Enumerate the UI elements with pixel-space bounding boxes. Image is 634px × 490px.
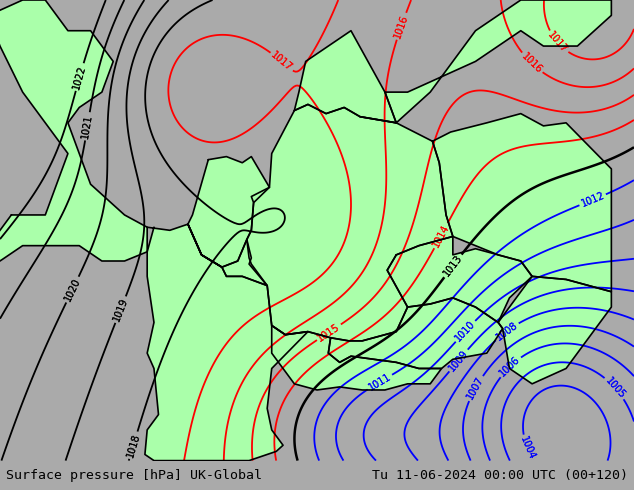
Text: 1018: 1018 bbox=[125, 432, 142, 458]
Text: 1012: 1012 bbox=[579, 191, 606, 209]
Text: 1015: 1015 bbox=[316, 321, 342, 343]
Polygon shape bbox=[328, 298, 503, 368]
Text: Surface pressure [hPa] UK-Global: Surface pressure [hPa] UK-Global bbox=[6, 469, 262, 482]
Text: 1022: 1022 bbox=[72, 64, 88, 90]
Text: 1013: 1013 bbox=[441, 253, 464, 279]
Text: Tu 11-06-2024 00:00 UTC (00+120): Tu 11-06-2024 00:00 UTC (00+120) bbox=[372, 469, 628, 482]
Text: 1016: 1016 bbox=[392, 13, 410, 39]
Text: 1022: 1022 bbox=[72, 64, 88, 90]
Polygon shape bbox=[272, 325, 441, 390]
Text: 1007: 1007 bbox=[465, 375, 486, 401]
Polygon shape bbox=[498, 276, 611, 384]
Text: 1014: 1014 bbox=[431, 222, 451, 249]
Text: 1015: 1015 bbox=[316, 321, 342, 343]
Polygon shape bbox=[188, 157, 269, 267]
Polygon shape bbox=[432, 114, 611, 292]
Text: 1017: 1017 bbox=[546, 30, 569, 55]
Text: 1017: 1017 bbox=[269, 50, 294, 74]
Text: 1016: 1016 bbox=[519, 51, 544, 75]
Polygon shape bbox=[294, 31, 396, 123]
Polygon shape bbox=[247, 104, 453, 341]
Text: 1014: 1014 bbox=[431, 222, 451, 249]
Text: 1006: 1006 bbox=[498, 354, 522, 379]
Text: 1016: 1016 bbox=[519, 51, 544, 75]
Text: 1011: 1011 bbox=[366, 371, 393, 392]
Text: 1010: 1010 bbox=[453, 319, 477, 343]
Text: 1021: 1021 bbox=[81, 113, 94, 139]
Text: 1018: 1018 bbox=[125, 432, 142, 458]
Text: 1017: 1017 bbox=[269, 50, 294, 74]
Text: 1017: 1017 bbox=[546, 30, 569, 55]
Text: 1004: 1004 bbox=[519, 435, 537, 462]
Polygon shape bbox=[145, 224, 308, 461]
Polygon shape bbox=[0, 0, 147, 261]
Text: 1007: 1007 bbox=[465, 375, 486, 401]
Text: 1005: 1005 bbox=[603, 375, 627, 400]
Text: 1009: 1009 bbox=[447, 348, 470, 373]
Text: 1020: 1020 bbox=[63, 276, 82, 303]
Text: 1008: 1008 bbox=[494, 320, 520, 343]
Text: 1019: 1019 bbox=[112, 296, 130, 323]
Polygon shape bbox=[188, 224, 267, 286]
Text: 1004: 1004 bbox=[519, 435, 537, 462]
Text: 1012: 1012 bbox=[579, 191, 606, 209]
Text: 1020: 1020 bbox=[63, 276, 82, 303]
Text: 1019: 1019 bbox=[112, 296, 130, 323]
Text: 1009: 1009 bbox=[447, 348, 470, 373]
Text: 1010: 1010 bbox=[453, 319, 477, 343]
Text: 1011: 1011 bbox=[366, 371, 393, 392]
Text: 1021: 1021 bbox=[81, 113, 94, 139]
Polygon shape bbox=[387, 237, 532, 322]
Text: 1013: 1013 bbox=[441, 253, 464, 279]
Text: 1016: 1016 bbox=[392, 13, 410, 39]
Text: 1006: 1006 bbox=[498, 354, 522, 379]
Text: 1008: 1008 bbox=[494, 320, 520, 343]
Text: 1005: 1005 bbox=[603, 375, 627, 400]
Polygon shape bbox=[360, 0, 611, 123]
